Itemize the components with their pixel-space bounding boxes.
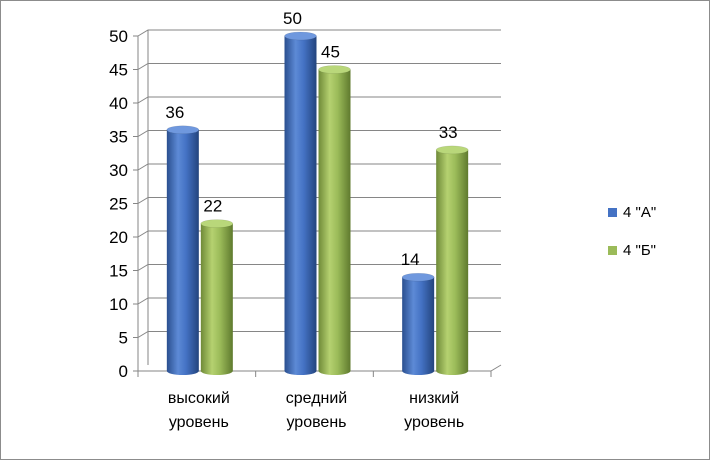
x-tick-label: уровень	[169, 414, 229, 431]
bar-top	[200, 219, 234, 228]
data-label: 36	[165, 103, 184, 122]
bar-body	[436, 149, 469, 375]
bar-2-0	[401, 272, 435, 375]
bar-0-1	[200, 219, 234, 375]
legend-swatch	[608, 246, 617, 255]
x-tick-label: средний	[286, 390, 348, 407]
bar-body	[200, 223, 233, 375]
y-tick-label: 0	[119, 362, 128, 381]
legend: 4 "А" 4 "Б"	[608, 204, 656, 259]
bar-top	[284, 31, 317, 41]
bar-top	[318, 65, 351, 74]
data-label: 14	[401, 250, 420, 269]
data-label: 50	[283, 9, 302, 28]
y-tick-label: 45	[109, 61, 128, 80]
bar-0-0	[166, 125, 200, 375]
bar-1-0	[284, 31, 317, 375]
y-tick-label: 20	[109, 228, 128, 247]
y-tick-label: 5	[119, 329, 128, 348]
labels: 0 5 10 15 20 25 30 35 40 45 50 36 22 высокий уровень 50…	[109, 9, 464, 431]
y-tick-label: 15	[109, 262, 128, 281]
bar-body	[284, 36, 317, 375]
bar-body	[318, 69, 351, 375]
gridline	[137, 29, 501, 37]
bar-top	[401, 272, 435, 282]
bar-top	[435, 145, 469, 155]
x-tick-label: низкий	[409, 390, 459, 407]
bar-2-1	[435, 145, 469, 375]
legend-swatch	[608, 208, 617, 217]
y-tick-label: 35	[109, 128, 128, 147]
data-label: 22	[203, 197, 222, 216]
y-tick-label: 10	[109, 295, 128, 314]
y-tick-label: 25	[109, 195, 128, 214]
y-tick-label: 30	[109, 161, 128, 180]
bar-body	[402, 277, 435, 375]
data-label: 33	[439, 123, 458, 142]
legend-label: 4 "А"	[623, 204, 656, 221]
legend-label: 4 "Б"	[623, 242, 656, 259]
x-tick-label: уровень	[286, 414, 346, 431]
x-tick-label: высокий	[168, 390, 230, 407]
y-tick-label: 40	[109, 94, 128, 113]
x-tick-label: уровень	[404, 414, 464, 431]
data-label: 45	[321, 43, 340, 62]
bar-1-1	[318, 65, 351, 375]
bar-top	[166, 125, 200, 135]
y-tick-label: 50	[109, 27, 128, 46]
bar-body	[166, 129, 199, 375]
floor-edge	[490, 364, 502, 372]
bars	[166, 31, 469, 375]
